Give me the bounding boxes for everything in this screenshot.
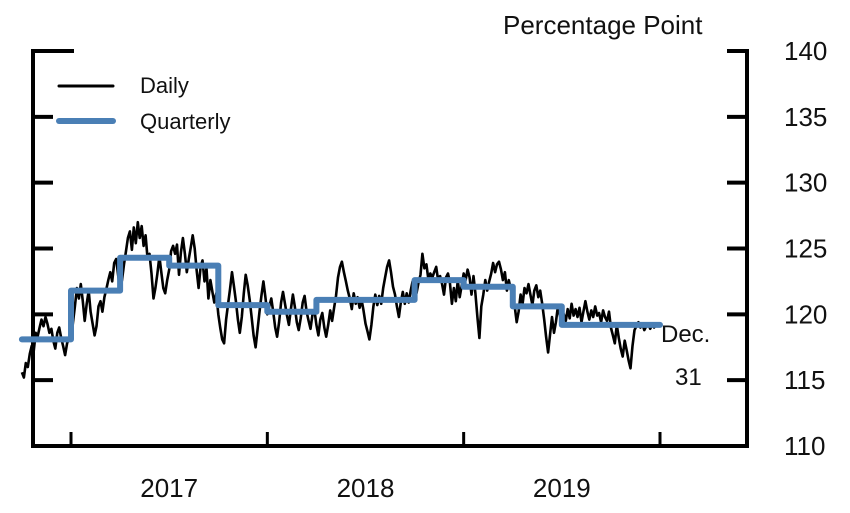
- quarterly-line: [18, 254, 663, 343]
- x-tick-label: 2017: [140, 473, 198, 503]
- annotation-31: 31: [675, 364, 702, 391]
- legend: Daily Quarterly: [56, 73, 230, 134]
- x-tick-label: 2018: [337, 473, 395, 503]
- x-tick-label: 2019: [533, 473, 591, 503]
- plot-frame: [31, 49, 749, 448]
- y-tick-label: 110: [784, 431, 825, 461]
- y-tick-label: 130: [784, 168, 827, 198]
- annotation-dec: Dec.: [661, 321, 710, 348]
- daily-line: [20, 220, 661, 379]
- series-quarterly: [18, 254, 663, 343]
- legend-daily-label: Daily: [140, 73, 189, 98]
- y-axis-ticks: 110 115 120 125 130 135 140: [33, 36, 827, 461]
- legend-quarterly-label: Quarterly: [140, 109, 230, 134]
- y-tick-label: 125: [784, 234, 827, 264]
- series-daily: [20, 220, 661, 379]
- y-tick-label: 115: [784, 365, 825, 395]
- y-tick-label: 140: [784, 36, 827, 66]
- y-tick-label: 120: [784, 299, 827, 329]
- y-axis-unit-label: Percentage Point: [503, 10, 703, 40]
- y-tick-label: 135: [784, 102, 827, 132]
- x-axis-ticks: 2017 2018 2019: [69, 432, 662, 503]
